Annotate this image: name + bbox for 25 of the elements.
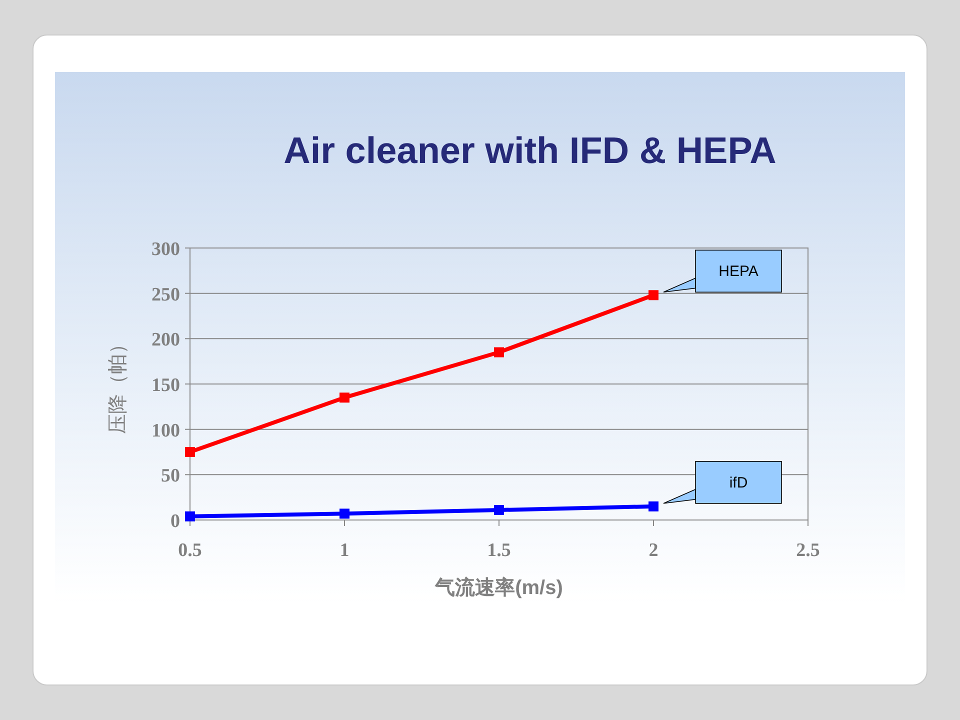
point [648,501,658,512]
y-tick-label: 150 [152,375,180,396]
y-tick-label: 250 [152,284,180,306]
x-axis-title: 气流速率(m/s) [434,576,563,599]
text: HEPA [718,263,758,280]
point [340,392,350,403]
chart-title: Air cleaner with IFD & HEPA [284,130,776,171]
x-tick-label: 0.5 [178,540,202,561]
y-tick-label: 200 [152,330,180,351]
x-tick-label: 1 [340,540,350,561]
x-tick-label: 2 [648,540,658,561]
text: ifD [729,474,748,492]
y-axis-title: 压降（帕） [105,334,129,434]
x-tick-label: 1.5 [487,540,511,561]
x-tick-label: 2.5 [796,540,820,561]
point [185,447,195,457]
point [185,511,195,522]
point [340,508,350,519]
point [494,347,504,358]
y-tick-label: 0 [170,511,180,532]
y-tick-label: 100 [152,420,180,442]
point [494,505,504,516]
point [648,290,658,300]
y-tick-label: 300 [152,239,180,260]
y-tick-label: 50 [161,466,180,487]
